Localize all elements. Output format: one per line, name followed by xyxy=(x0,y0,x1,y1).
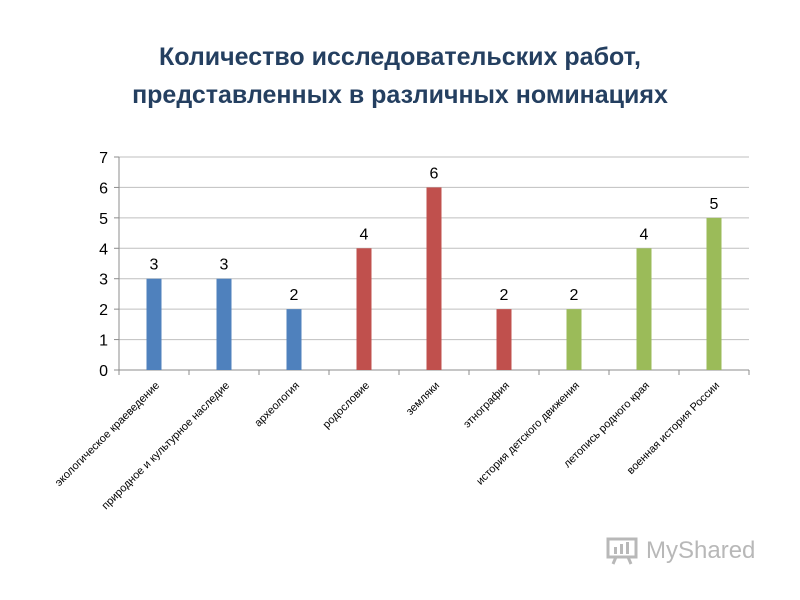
bar xyxy=(146,278,162,370)
data-label: 2 xyxy=(290,287,299,304)
title-line-2: представленных в различных номинациях xyxy=(132,81,668,109)
watermark-text: MyShared xyxy=(646,537,756,564)
x-tick-label: земляки xyxy=(404,380,442,418)
bar xyxy=(426,187,442,370)
title-line-1: Количество исследовательских работ, xyxy=(159,43,641,71)
bar xyxy=(706,217,722,370)
watermark: MyShared xyxy=(606,536,755,566)
bar xyxy=(636,248,652,370)
y-tick-label: 4 xyxy=(99,241,108,258)
data-label: 5 xyxy=(710,196,719,213)
data-label: 3 xyxy=(150,257,159,274)
y-tick-label: 7 xyxy=(99,150,108,167)
myshared-logo-icon xyxy=(606,537,638,565)
y-tick-label: 5 xyxy=(99,211,108,228)
x-tick-label: этнография xyxy=(461,380,512,431)
data-label: 2 xyxy=(570,287,579,304)
bar xyxy=(216,278,232,370)
x-tick-label: археология xyxy=(252,380,302,430)
y-tick-label: 6 xyxy=(99,180,108,197)
page-title: Количество исследовательских работ, пред… xyxy=(0,38,800,114)
y-tick-label: 3 xyxy=(99,272,108,289)
bar xyxy=(496,309,512,370)
data-label: 2 xyxy=(500,287,509,304)
data-label: 3 xyxy=(220,257,229,274)
bar xyxy=(566,309,582,370)
x-tick-label: родословие xyxy=(321,380,372,431)
bar xyxy=(356,248,372,370)
y-tick-label: 0 xyxy=(99,363,108,380)
y-tick-label: 2 xyxy=(99,302,108,319)
data-label: 4 xyxy=(360,226,369,243)
x-tick-label: природное и культурное наследие xyxy=(100,380,232,512)
data-label: 4 xyxy=(640,226,649,243)
y-tick-label: 1 xyxy=(99,333,108,350)
data-label: 6 xyxy=(430,165,439,182)
bar xyxy=(286,309,302,370)
